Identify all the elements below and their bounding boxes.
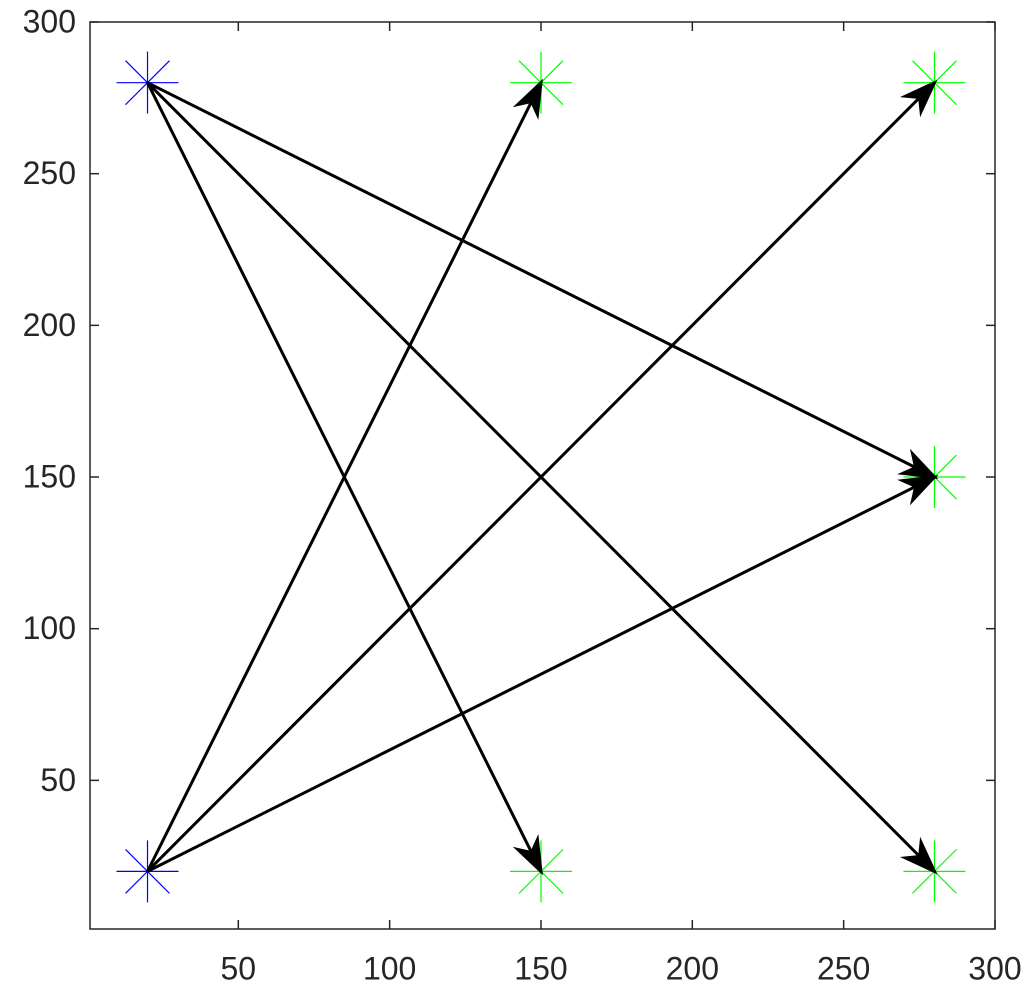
y-tick-label: 250 xyxy=(23,155,76,191)
marker xyxy=(116,51,179,114)
y-tick-label: 150 xyxy=(23,458,76,494)
arrow xyxy=(146,81,938,875)
y-tick-label: 50 xyxy=(40,762,76,798)
arrow xyxy=(146,78,543,873)
x-tick-label: 150 xyxy=(514,950,567,986)
x-tick-label: 50 xyxy=(221,950,257,986)
arrow xyxy=(146,81,543,876)
arrow xyxy=(146,79,938,873)
marker xyxy=(116,840,179,903)
x-tick-label: 300 xyxy=(968,950,1021,986)
x-tick-label: 100 xyxy=(363,950,416,986)
x-tick-label: 200 xyxy=(666,950,719,986)
y-tick-label: 200 xyxy=(23,307,76,343)
arrow xyxy=(146,81,939,479)
y-tick-label: 100 xyxy=(23,610,76,646)
y-tick-label: 300 xyxy=(23,3,76,39)
x-tick-label: 250 xyxy=(817,950,870,986)
arrow xyxy=(146,475,939,873)
